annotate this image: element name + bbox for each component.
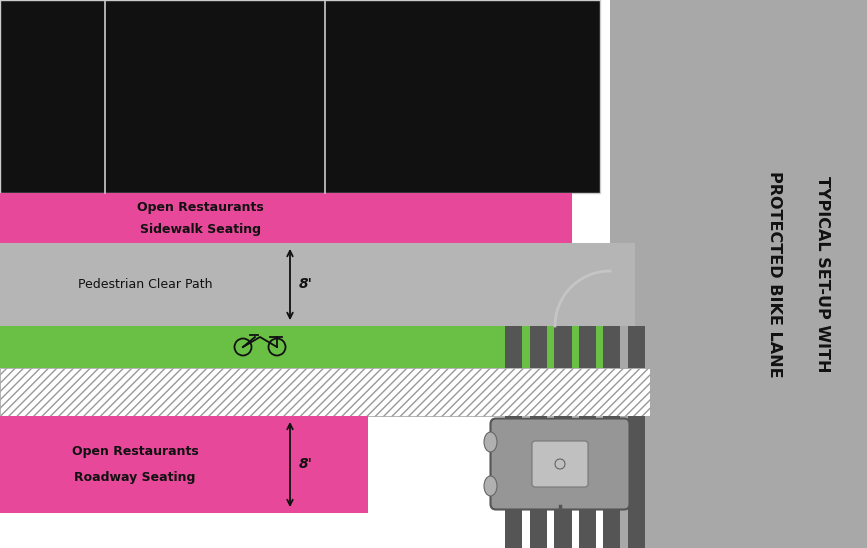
Text: Pedestrian Clear Path: Pedestrian Clear Path <box>78 278 212 291</box>
Bar <box>578 416 596 548</box>
Text: Roadway Seating: Roadway Seating <box>75 471 196 484</box>
Bar <box>603 416 621 548</box>
Bar <box>665 0 867 271</box>
Bar <box>628 416 645 548</box>
Ellipse shape <box>484 476 497 496</box>
Bar <box>505 326 523 368</box>
Bar <box>554 326 571 368</box>
Text: 8': 8' <box>299 458 313 471</box>
Bar <box>530 416 547 548</box>
FancyBboxPatch shape <box>491 419 629 510</box>
Text: Open Restaurants: Open Restaurants <box>72 445 199 458</box>
Bar <box>554 416 571 548</box>
Text: 8': 8' <box>299 277 313 292</box>
Bar <box>0 193 572 243</box>
Ellipse shape <box>484 432 497 452</box>
Bar <box>610 326 867 548</box>
Bar <box>0 243 635 326</box>
Bar <box>530 326 547 368</box>
Bar <box>603 326 621 368</box>
Bar <box>0 326 610 368</box>
Bar <box>0 0 600 193</box>
Bar <box>505 416 523 548</box>
FancyBboxPatch shape <box>532 441 588 487</box>
Bar <box>628 326 645 368</box>
Text: PROTECTED BIKE LANE: PROTECTED BIKE LANE <box>767 170 783 378</box>
Bar <box>610 326 867 548</box>
Bar <box>0 416 368 513</box>
Bar <box>578 326 596 368</box>
Polygon shape <box>555 271 610 326</box>
Bar <box>0 368 650 416</box>
Text: Open Restaurants: Open Restaurants <box>137 202 264 214</box>
Bar <box>610 0 867 326</box>
Text: Sidewalk Seating: Sidewalk Seating <box>140 224 260 237</box>
Text: TYPICAL SET-UP WITH: TYPICAL SET-UP WITH <box>814 176 830 372</box>
